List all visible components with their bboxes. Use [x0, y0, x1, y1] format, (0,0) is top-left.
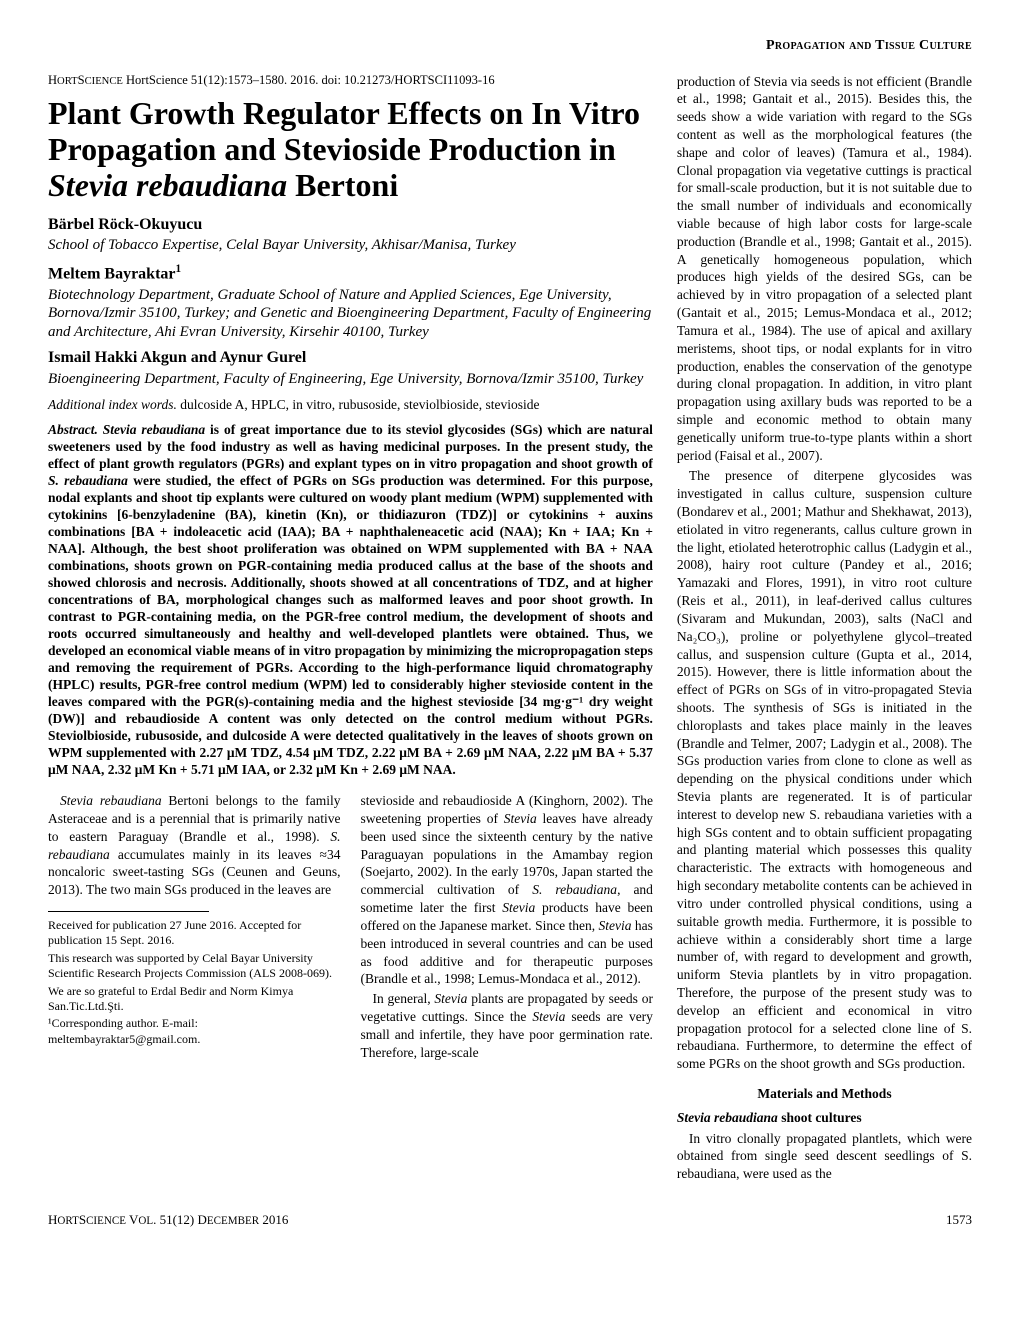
index-words: Additional index words. dulcoside A, HPL…: [48, 396, 653, 413]
author-2-name-text: Meltem Bayraktar: [48, 265, 176, 282]
mm-runin2: shoot cultures: [778, 1110, 862, 1125]
mm-p1a: In vitro clonally propagated plantlets, …: [677, 1131, 972, 1164]
col2-p2a: In general,: [372, 991, 434, 1006]
page-footer: HORTSCIENCE VOL. 51(12) DECEMBER 2016 15…: [48, 1212, 972, 1228]
body-col1: Stevia rebaudiana Bertoni belongs to the…: [48, 792, 340, 1063]
footer-right: 1573: [946, 1212, 972, 1228]
footnote-2: This research was supported by Celal Bay…: [48, 951, 340, 982]
mm-p1b: , were used as the: [736, 1166, 832, 1181]
index-words-lead: Additional index words.: [48, 397, 180, 412]
body-col2: stevioside and rebaudioside A (Kinghorn,…: [360, 792, 652, 1063]
abstract-lead: Abstract.: [48, 422, 103, 437]
footnotes: Received for publication 27 June 2016. A…: [48, 918, 340, 1047]
col2-ital2: S. rebaudiana: [532, 882, 617, 897]
col3-p2b: shoots. The synthesis of SGs is initiate…: [677, 700, 972, 786]
author-2-affil: Biotechnology Department, Graduate Schoo…: [48, 286, 653, 341]
citation-line: HORTSCIENCE HortScience 51(12):1573–1580…: [48, 73, 653, 89]
col2-ital5: Stevia: [434, 991, 467, 1006]
col2-ital3: Stevia: [502, 900, 535, 915]
citation-text: HortScience 51(12):1573–1580. 2016. doi:…: [126, 73, 495, 87]
author-2-name: Meltem Bayraktar1: [48, 263, 653, 284]
abstract: Abstract. Stevia rebaudiana is of great …: [48, 421, 653, 778]
author-1-affil: School of Tobacco Expertise, Celal Bayar…: [48, 236, 653, 254]
title-part1: Plant Growth Regulator Effects on In Vit…: [48, 95, 640, 167]
footnote-1: Received for publication 27 June 2016. A…: [48, 918, 340, 949]
abstract-ital1: Stevia rebaudiana: [103, 422, 205, 437]
footnote-3: We are so grateful to Erdal Bedir and No…: [48, 984, 340, 1015]
col1-ital1: Stevia rebaudiana: [60, 793, 162, 808]
col3-ital1: Stevia: [754, 74, 788, 89]
col3-p1a: production of: [677, 74, 754, 89]
col3-p2d: varieties with a high SGs content and to…: [677, 807, 972, 982]
col3-ital4: S. rebaudiana: [809, 807, 883, 822]
footnote-4: ¹Corresponding author. E-mail: meltembay…: [48, 1016, 340, 1047]
top-columns: HORTSCIENCE HortScience 51(12):1573–1580…: [48, 73, 972, 1187]
col3-ital5: Stevia: [730, 967, 764, 982]
abstract-p2: were studied, the effect of PGRs on SGs …: [48, 473, 653, 777]
author-3-name: Ismail Hakki Akgun and Aynur Gurel: [48, 349, 653, 368]
col3-ital2: Stevia: [938, 682, 972, 697]
col3-ital3: Stevia: [677, 789, 711, 804]
body-columns-lower: Stevia rebaudiana Bertoni belongs to the…: [48, 792, 653, 1063]
mm-runin-ital: Stevia rebaudiana: [677, 1110, 778, 1125]
header-block: HORTSCIENCE HortScience 51(12):1573–1580…: [48, 73, 653, 1187]
col2-ital4: Stevia: [599, 918, 632, 933]
article-title: Plant Growth Regulator Effects on In Vit…: [48, 96, 653, 203]
author-1-name: Bärbel Röck-Okuyucu: [48, 216, 653, 235]
mm-subheading: Stevia rebaudiana shoot cultures: [677, 1109, 972, 1127]
author-3-affil: Bioengineering Department, Faculty of En…: [48, 370, 653, 388]
author-2-sup: 1: [176, 263, 182, 275]
col2-ital1: Stevia: [504, 811, 537, 826]
materials-methods-heading: Materials and Methods: [677, 1085, 972, 1103]
abstract-ital2: S. rebaudiana: [48, 473, 128, 488]
col3-p2a: The presence of diterpene glycosides was…: [677, 468, 972, 697]
footnote-separator: [48, 911, 209, 912]
footer-left: HORTSCIENCE VOL. 51(12) DECEMBER 2016: [48, 1212, 288, 1228]
section-label: Propagation and Tissue Culture: [48, 38, 972, 55]
index-words-text: dulcoside A, HPLC, in vitro, rubusoside,…: [180, 397, 539, 412]
right-column: production of Stevia via seeds is not ef…: [677, 73, 972, 1187]
title-part2: Bertoni: [287, 167, 398, 203]
col3-p1b: via seeds is not efficient (Brandle et a…: [677, 74, 972, 463]
title-species: Stevia rebaudiana: [48, 167, 287, 203]
col2-ital6: Stevia: [532, 1009, 565, 1024]
